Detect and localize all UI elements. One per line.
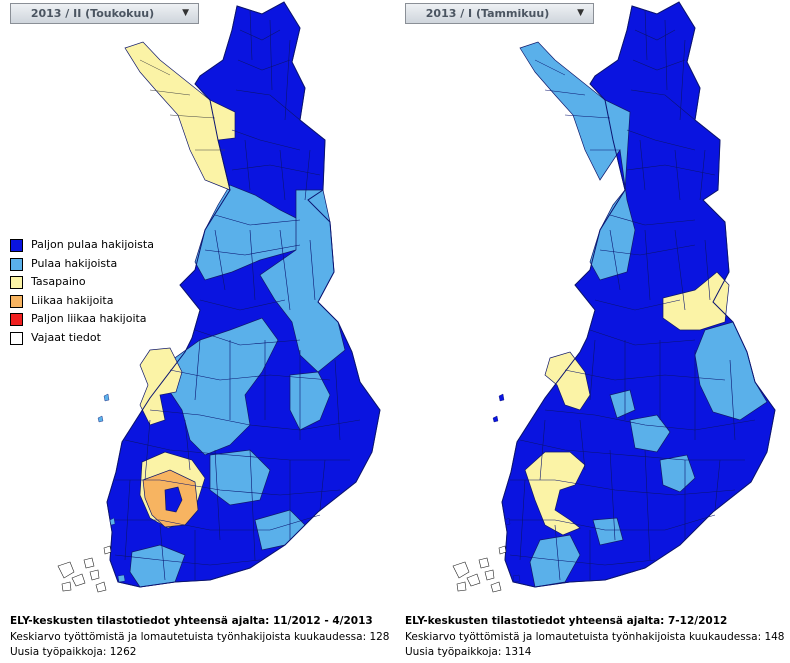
municipality-borders (112, 9, 361, 581)
legend-label: Liikaa hakijoita (31, 293, 114, 307)
region-tasapaino-pirkanmaa (524, 451, 586, 536)
legend-swatch-vajaat (10, 331, 23, 345)
region-pulaa-south-a (529, 534, 581, 588)
stats-heading: ELY-keskusten tilastotiedot yhteensä aja… (405, 615, 728, 627)
legend-label: Pulaa hakijoista (31, 256, 118, 270)
stats-right: ELY-keskusten tilastotiedot yhteensä aja… (405, 614, 785, 661)
legend-label: Tasapaino (31, 275, 86, 289)
region-pulaa-west (169, 317, 279, 456)
region-tasapaino-vaasa (139, 347, 183, 426)
legend-label: Paljon pulaa hakijoista (31, 238, 154, 251)
stats-left: ELY-keskusten tilastotiedot yhteensä aja… (10, 614, 390, 661)
legend-swatch-paljon-pulaa (10, 239, 23, 252)
period-select-left[interactable]: 2013 / II (Toukokuu) ▼ (10, 3, 199, 24)
stats-average: Keskiarvo työttömistä ja lomautetuista t… (10, 630, 390, 643)
map-panel-left: 2013 / II (Toukokuu) ▼ Paljon pulaa haki… (0, 0, 395, 661)
legend-swatch-pulaa (10, 257, 23, 271)
coastal-islands (492, 393, 521, 583)
region-paljon-pulaa-tampere-center (164, 486, 183, 513)
country-outline (106, 1, 381, 588)
stats-average: Keskiarvo työttömistä ja lomautetuista t… (405, 630, 785, 643)
stats-new-jobs: Uusia työpaikkoja: 1314 (405, 646, 532, 658)
region-layer (501, 1, 776, 588)
region-pulaa-south-e (592, 517, 624, 546)
period-select-left-value: 2013 / II (Toukokuu) (30, 7, 155, 20)
region-pulaa-south-d (609, 389, 636, 419)
stats-heading: ELY-keskusten tilastotiedot yhteensä aja… (10, 615, 373, 627)
period-select-right[interactable]: 2013 / I (Tammikuu) ▼ (405, 3, 594, 24)
finland-map-left[interactable] (0, 0, 395, 610)
region-pulaa-south-c (659, 454, 696, 493)
region-tasapaino-kainuu (662, 271, 730, 331)
legend-label: Vajaat tiedot (31, 330, 101, 344)
municipality-borders (507, 9, 756, 581)
aland-islands (452, 545, 507, 593)
stats-new-jobs: Uusia työpaikkoja: 1262 (10, 646, 137, 658)
legend-label: Paljon liikaa hakijoita (31, 312, 147, 326)
legend-swatch-liikaa (10, 294, 23, 308)
chevron-down-icon: ▼ (577, 8, 584, 18)
aland-islands (57, 545, 112, 593)
coastal-islands (97, 393, 126, 583)
region-layer (106, 1, 381, 588)
map-panel-right: 2013 / I (Tammikuu) ▼ ELY-keskusten tila… (395, 0, 790, 663)
finland-map-right[interactable] (395, 0, 790, 610)
country-outline (501, 1, 776, 588)
legend-swatch-tasapaino (10, 276, 23, 290)
chevron-down-icon: ▼ (182, 8, 189, 18)
legend-swatch-paljon-liikaa (10, 313, 23, 327)
period-select-right-value: 2013 / I (Tammikuu) (425, 7, 550, 20)
